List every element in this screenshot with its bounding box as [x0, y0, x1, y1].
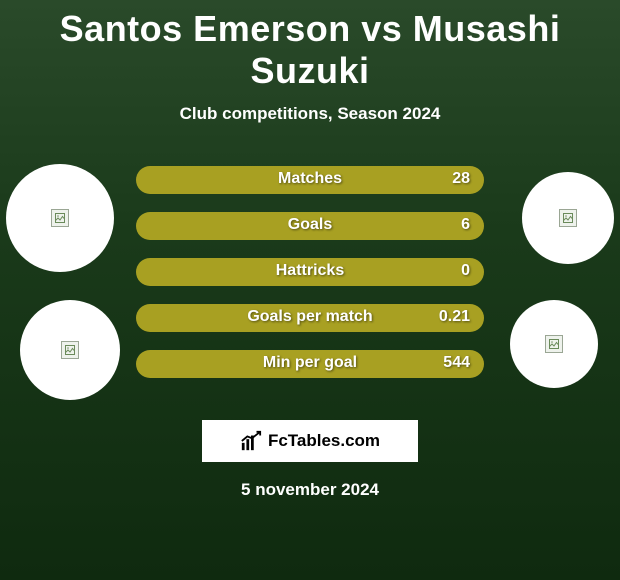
date-label: 5 november 2024 [0, 480, 620, 500]
broken-image-icon [545, 335, 563, 353]
stat-bar: Goals 6 [136, 212, 484, 240]
stat-label: Goals [136, 216, 484, 234]
stat-bar: Hattricks 0 [136, 258, 484, 286]
subtitle: Club competitions, Season 2024 [0, 104, 620, 124]
page-title: Santos Emerson vs Musashi Suzuki [0, 0, 620, 92]
stat-bar: Min per goal 544 [136, 350, 484, 378]
comparison-panel: Matches 28 Goals 6 Hattricks 0 Goals per… [0, 164, 620, 394]
stat-label: Goals per match [136, 308, 484, 326]
stat-value: 544 [443, 354, 470, 372]
stat-bar: Matches 28 [136, 166, 484, 194]
chart-icon [240, 430, 262, 452]
stats-bars: Matches 28 Goals 6 Hattricks 0 Goals per… [136, 166, 484, 396]
stat-value: 28 [452, 170, 470, 188]
player2-avatar [522, 172, 614, 264]
brand-label: FcTables.com [268, 431, 380, 451]
player2-club-badge [510, 300, 598, 388]
broken-image-icon [51, 209, 69, 227]
stat-label: Min per goal [136, 354, 484, 372]
stat-label: Hattricks [136, 262, 484, 280]
stat-label: Matches [136, 170, 484, 188]
stat-value: 6 [461, 216, 470, 234]
broken-image-icon [61, 341, 79, 359]
brand-badge: FcTables.com [202, 420, 418, 462]
stat-bar: Goals per match 0.21 [136, 304, 484, 332]
stat-value: 0.21 [439, 308, 470, 326]
stat-value: 0 [461, 262, 470, 280]
player1-club-badge [20, 300, 120, 400]
player1-avatar [6, 164, 114, 272]
broken-image-icon [559, 209, 577, 227]
